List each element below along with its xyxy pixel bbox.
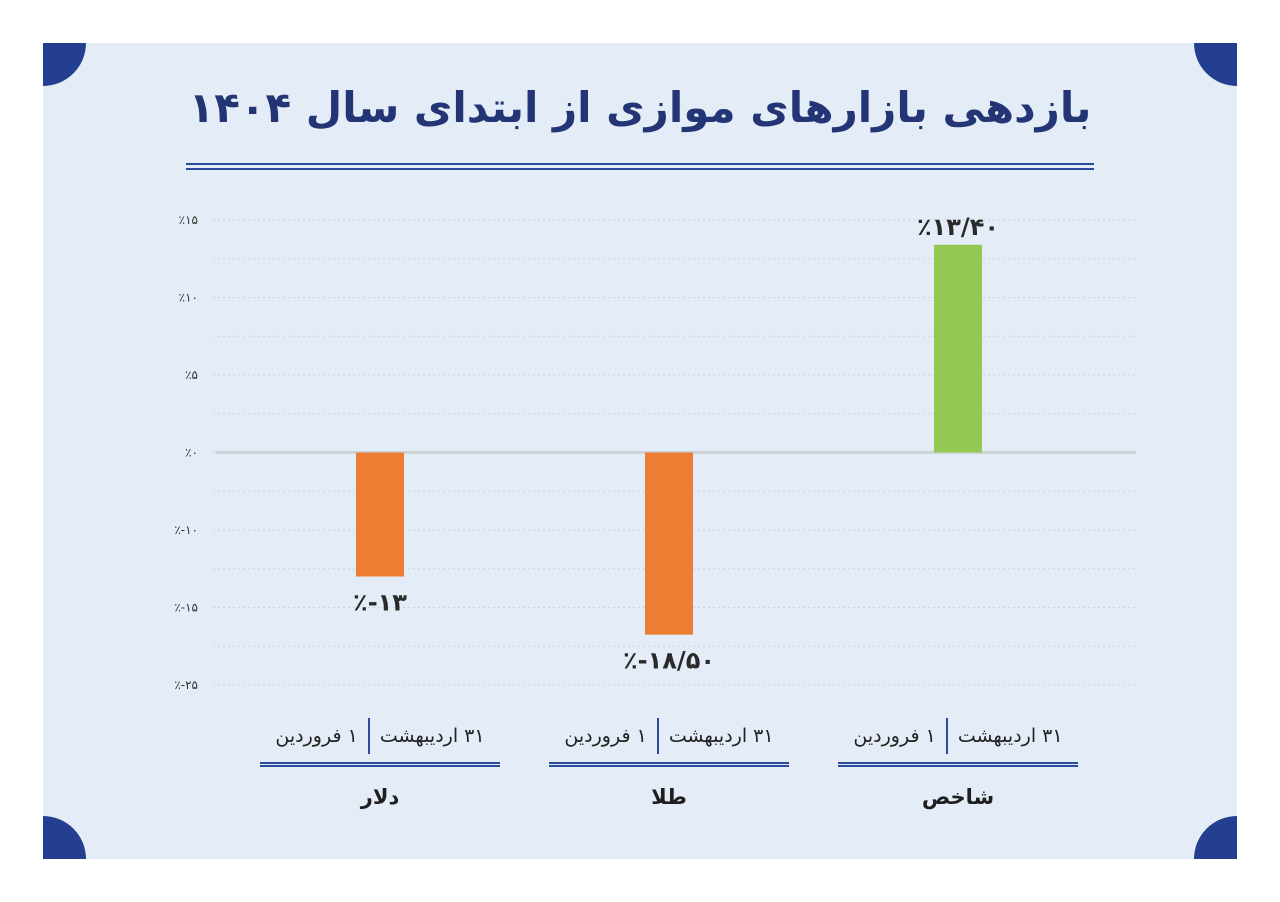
- period-end: ۳۱ اردیبهشت: [668, 725, 774, 747]
- data-label: ٪-۱۸/۵۰: [623, 647, 715, 675]
- period-range: ۳۱ اردیبهشت ۱ فروردین: [260, 718, 500, 754]
- category-name: دلار: [360, 785, 400, 809]
- y-tick-label: ٪۱۵: [179, 213, 198, 227]
- category-underline: [838, 762, 1078, 767]
- chart-card: بازدهی بازارهای موازی از ابتدای سال ۱۴۰۴…: [43, 43, 1237, 859]
- category-label-dollar: ۳۱ اردیبهشت ۱ فروردین دلار: [260, 718, 500, 809]
- y-tick-label: ٪-۲۵: [174, 678, 198, 692]
- period-range: ۳۱ اردیبهشت ۱ فروردین: [549, 718, 789, 754]
- chart-title: بازدهی بازارهای موازی از ابتدای سال ۱۴۰۴: [188, 83, 1092, 132]
- period-range: ۳۱ اردیبهشت ۱ فروردین: [838, 718, 1078, 754]
- category-underline: [549, 762, 789, 767]
- category-label-gold: ۳۱ اردیبهشت ۱ فروردین طلا: [549, 718, 789, 809]
- period-start: ۱ فروردین: [564, 725, 647, 747]
- category-underline: [260, 762, 500, 767]
- y-tick-label: ٪۵: [185, 368, 198, 382]
- bar: [934, 244, 982, 453]
- category-label-index: ۳۱ اردیبهشت ۱ فروردین شاخص: [838, 718, 1078, 809]
- y-tick-label: ٪۱۰: [179, 291, 198, 305]
- period-end: ۳۱ اردیبهشت: [957, 725, 1063, 747]
- data-label: ٪۱۳/۴۰: [917, 213, 999, 241]
- category-name: طلا: [651, 785, 687, 809]
- bar: [645, 452, 693, 635]
- bar: [356, 452, 404, 577]
- period-start: ۱ فروردین: [853, 725, 936, 747]
- period-separator: [656, 718, 659, 754]
- y-tick-label: ٪-۱۵: [174, 601, 198, 615]
- y-tick-label: ٪۰: [185, 446, 198, 460]
- bar-chart: ٪۱۵ ٪۱۰ ٪۵ ٪۰ ٪-۱۰ ٪-۱۵ ٪-۲۵ ٪۱۳/۴۰ ٪-۱۸/۵۰ ٪-۱۳: [174, 213, 1136, 692]
- period-start: ۱ فروردین: [275, 725, 358, 747]
- period-separator: [367, 718, 370, 754]
- period-end: ۳۱ اردیبهشت: [379, 725, 485, 747]
- title-underline: [186, 163, 1094, 170]
- data-label: ٪-۱۳: [353, 589, 407, 617]
- period-separator: [945, 718, 948, 754]
- y-tick-label: ٪-۱۰: [174, 523, 198, 537]
- category-name: شاخص: [921, 785, 995, 809]
